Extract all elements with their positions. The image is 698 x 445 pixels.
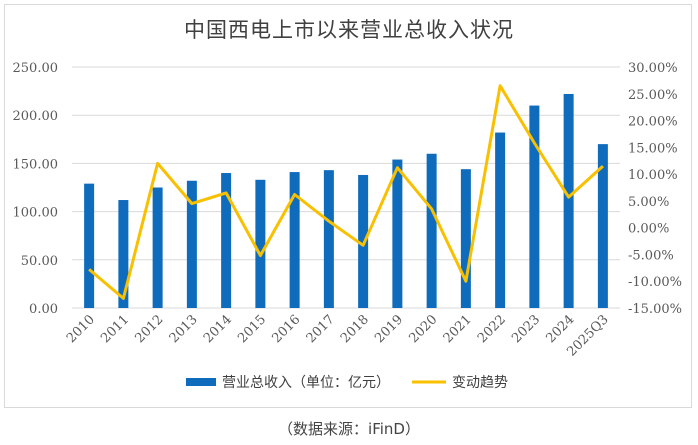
y-left-tick-label: 200.00 [13,109,59,124]
x-tick-label: 2018 [338,312,372,346]
revenue-bar [358,174,369,308]
y-left-tick-label: 250.00 [13,61,59,76]
revenue-bar [289,172,300,308]
x-tick-label: 2011 [98,312,132,346]
trend-line [88,84,604,300]
y-right-tick-label: 30.00% [628,61,678,76]
x-tick-label: 2020 [406,312,440,346]
y-left-tick-label: 50.00 [21,254,58,269]
chart-title: 中国西电上市以来营业总收入状况 [184,18,514,42]
y-left-tick-label: 100.00 [13,206,59,221]
x-tick-label: 2013 [167,312,201,346]
revenue-bar [118,200,129,308]
revenue-bar [84,183,95,308]
revenue-bar [186,180,197,308]
x-tick-label: 2015 [235,312,269,346]
legend-bar-label: 营业总收入（单位：亿元） [222,375,390,391]
legend-line-label: 变动趋势 [452,375,508,391]
y-left-tick-label: 0.00 [29,302,58,317]
x-tick-label: 2010 [64,312,98,346]
y-right-tick-label: 5.00% [628,195,669,210]
revenue-bar [597,144,608,308]
revenue-bar [221,173,232,308]
x-tick-label: 2023 [509,312,543,346]
y-right-tick-label: -15.00% [628,302,682,317]
legend-bar-swatch [186,378,216,386]
revenue-bar [426,153,437,308]
revenue-bar [392,159,403,308]
revenue-bar [460,169,471,308]
x-tick-label: 2021 [441,312,475,346]
y-right-tick-label: 0.00% [628,222,669,237]
x-tick-label: 2022 [475,312,509,346]
y-right-tick-label: 20.00% [628,115,678,130]
y-right-tick-label: 25.00% [628,88,678,103]
y-right-tick-label: -10.00% [628,275,682,290]
x-tick-label: 2014 [201,312,235,346]
revenue-bar [323,170,334,308]
source-note: （数据来源：iFinD） [278,420,420,438]
revenue-bar [152,187,163,308]
revenue-bar [495,132,506,308]
x-tick-label: 2017 [304,312,338,346]
y-right-tick-label: -5.00% [628,248,674,263]
revenue-bar [255,179,266,308]
x-tick-label: 2012 [132,312,166,346]
revenue-bar [529,105,540,308]
y-right-tick-label: 15.00% [628,141,678,156]
x-tick-label: 2019 [372,312,406,346]
y-right-tick-label: 10.00% [628,168,678,183]
x-tick-label: 2016 [269,312,303,346]
y-left-tick-label: 150.00 [13,157,59,172]
revenue-bar [563,93,574,308]
